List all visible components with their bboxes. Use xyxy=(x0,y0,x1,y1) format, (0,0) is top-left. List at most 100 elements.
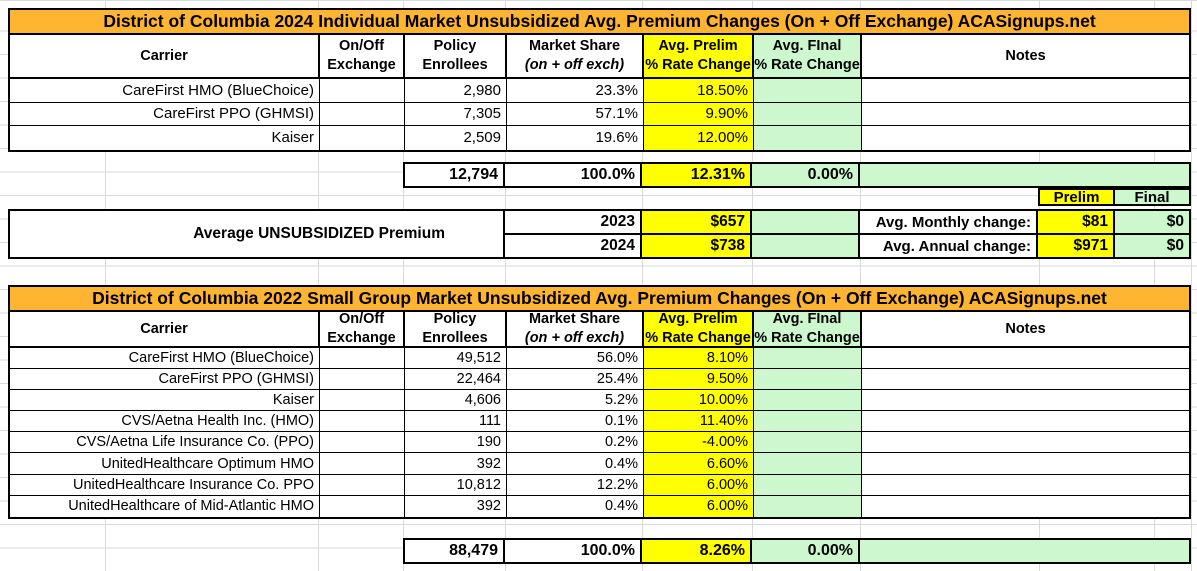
small-group-header-row: Carrier On/Off Exchange Policy Enrollees M… xyxy=(10,311,1189,348)
premium-summary-row-2023: 2023 $657 Avg. Monthly change: $81 $0 xyxy=(505,211,1189,235)
prelim-rate-cell: -4.00% xyxy=(644,432,754,453)
total-share-cell: 100.0% xyxy=(505,164,642,186)
share-cell: 0.4% xyxy=(507,495,644,517)
premium-summary-row-2024: 2024 $738 Avg. Annual change: $971 $0 xyxy=(505,235,1189,257)
col-header-exchange: On/Off Exchange xyxy=(320,35,405,77)
prelim-rate-cell: 12.00% xyxy=(644,126,754,150)
table-row: UnitedHealthcare of Mid-Atlantic HMO 392… xyxy=(10,495,1189,517)
prelim-column-header: Prelim xyxy=(1040,190,1115,204)
prelim-final-header-row: Prelim Final xyxy=(1038,188,1191,206)
individual-market-header-row: Carrier On/Off Exchange Policy Enrollees M… xyxy=(10,35,1189,79)
total-prelim-rate-cell: 12.31% xyxy=(642,164,752,186)
carrier-cell: CareFirst PPO (GHMSI) xyxy=(10,369,320,390)
col-header-market-share: Market Share (on + off exch) xyxy=(507,35,644,77)
exchange-cell xyxy=(320,390,405,411)
carrier-cell: CVS/Aetna Life Insurance Co. (PPO) xyxy=(10,432,320,453)
enrollees-cell: 2,509 xyxy=(405,126,507,150)
prelim-rate-cell: 9.90% xyxy=(644,102,754,126)
enrollees-cell: 49,512 xyxy=(405,348,507,369)
col-header-enrollees: Policy Enrollees xyxy=(405,311,507,346)
final-rate-cell xyxy=(754,348,862,369)
col-header-market-share: Market Share (on + off exch) xyxy=(507,311,644,346)
col-header-prelim-rate: Avg. Prelim% Rate Change xyxy=(644,311,754,346)
table-row: Kaiser 4,606 5.2% 10.00% xyxy=(10,390,1189,412)
premium-amount-cell: $738 xyxy=(642,235,752,257)
col-header-carrier: Carrier xyxy=(10,35,320,77)
col-header-exchange: On/Off Exchange xyxy=(320,311,405,346)
table-row: CareFirst PPO (GHMSI) 7,305 57.1% 9.90% xyxy=(10,102,1189,127)
prelim-rate-cell: 6.60% xyxy=(644,453,754,474)
exchange-cell xyxy=(320,495,405,517)
notes-cell xyxy=(862,496,1189,517)
final-change-cell: $0 xyxy=(1115,211,1189,233)
exchange-cell xyxy=(320,369,405,390)
final-rate-cell xyxy=(754,432,862,453)
notes-cell xyxy=(862,369,1189,389)
prelim-rate-cell: 6.00% xyxy=(644,495,754,517)
table-row: CareFirst HMO (BlueChoice) 2,980 23.3% 1… xyxy=(10,79,1189,103)
table-row: CareFirst HMO (BlueChoice) 49,512 56.0% … xyxy=(10,348,1189,370)
carrier-cell: Kaiser xyxy=(10,126,320,150)
final-premium-cell xyxy=(752,211,860,233)
total-final-rate-cell: 0.00% xyxy=(752,540,860,562)
enrollees-cell: 392 xyxy=(405,495,507,517)
exchange-cell xyxy=(320,411,405,432)
carrier-cell: UnitedHealthcare Optimum HMO xyxy=(10,453,320,474)
small-group-market-title: District of Columbia 2022 Small Group Ma… xyxy=(10,287,1189,312)
final-rate-cell xyxy=(754,369,862,390)
carrier-cell: CareFirst PPO (GHMSI) xyxy=(10,102,320,126)
prelim-change-cell: $971 xyxy=(1038,235,1115,257)
individual-market-table: District of Columbia 2024 Individual Mar… xyxy=(8,8,1191,152)
enrollees-cell: 2,980 xyxy=(405,79,507,102)
final-change-cell: $0 xyxy=(1115,235,1189,257)
table-row: UnitedHealthcare Insurance Co. PPO 10,81… xyxy=(10,474,1189,496)
final-rate-cell xyxy=(754,474,862,495)
total-enrollees-cell: 88,479 xyxy=(405,540,505,562)
exchange-cell xyxy=(320,126,405,150)
share-cell: 19.6% xyxy=(507,126,644,150)
share-cell: 5.2% xyxy=(507,390,644,411)
enrollees-cell: 22,464 xyxy=(405,369,507,390)
share-cell: 56.0% xyxy=(507,348,644,369)
exchange-cell xyxy=(320,474,405,495)
carrier-cell: CareFirst HMO (BlueChoice) xyxy=(10,79,320,102)
enrollees-cell: 10,812 xyxy=(405,474,507,495)
year-cell: 2023 xyxy=(505,211,642,233)
final-premium-cell xyxy=(752,235,860,257)
table-row: CVS/Aetna Life Insurance Co. (PPO) 190 0… xyxy=(10,432,1189,454)
notes-cell xyxy=(862,348,1189,368)
exchange-cell xyxy=(320,453,405,474)
table-row: UnitedHealthcare Optimum HMO 392 0.4% 6.… xyxy=(10,453,1189,475)
individual-market-title: District of Columbia 2024 Individual Mar… xyxy=(10,10,1189,35)
notes-cell xyxy=(862,475,1189,495)
carrier-cell: UnitedHealthcare Insurance Co. PPO xyxy=(10,474,320,495)
notes-cell xyxy=(862,390,1189,410)
carrier-cell: UnitedHealthcare of Mid-Atlantic HMO xyxy=(10,495,320,517)
prelim-rate-cell: 18.50% xyxy=(644,79,754,102)
enrollees-cell: 392 xyxy=(405,453,507,474)
exchange-cell xyxy=(320,432,405,453)
final-rate-cell xyxy=(754,453,862,474)
enrollees-cell: 111 xyxy=(405,411,507,432)
total-share-cell: 100.0% xyxy=(505,540,642,562)
table-row: CareFirst PPO (GHMSI) 22,464 25.4% 9.50% xyxy=(10,369,1189,391)
exchange-cell xyxy=(320,348,405,369)
col-header-final-rate: Avg. FInal% Rate Change xyxy=(754,35,862,77)
final-rate-cell xyxy=(754,390,862,411)
col-header-carrier: Carrier xyxy=(10,312,320,346)
notes-cell xyxy=(862,453,1189,473)
annual-change-label: Avg. Annual change: xyxy=(860,235,1038,257)
share-cell: 57.1% xyxy=(507,102,644,126)
average-unsubsidized-premium-label: Average UNSUBSIDIZED Premium xyxy=(8,209,505,259)
table-row: CVS/Aetna Health Inc. (HMO) 111 0.1% 11.… xyxy=(10,411,1189,433)
individual-market-totals-row: 12,794 100.0% 12.31% 0.00% xyxy=(403,162,1191,188)
final-rate-cell xyxy=(754,495,862,517)
premium-amount-cell: $657 xyxy=(642,211,752,233)
small-group-totals-row: 88,479 100.0% 8.26% 0.00% xyxy=(403,538,1191,564)
col-header-prelim-rate: Avg. Prelim% Rate Change xyxy=(644,35,754,77)
notes-cell xyxy=(862,103,1189,126)
total-prelim-rate-cell: 8.26% xyxy=(642,540,752,562)
notes-cell xyxy=(862,411,1189,431)
prelim-rate-cell: 9.50% xyxy=(644,369,754,390)
carrier-cell: Kaiser xyxy=(10,390,320,411)
